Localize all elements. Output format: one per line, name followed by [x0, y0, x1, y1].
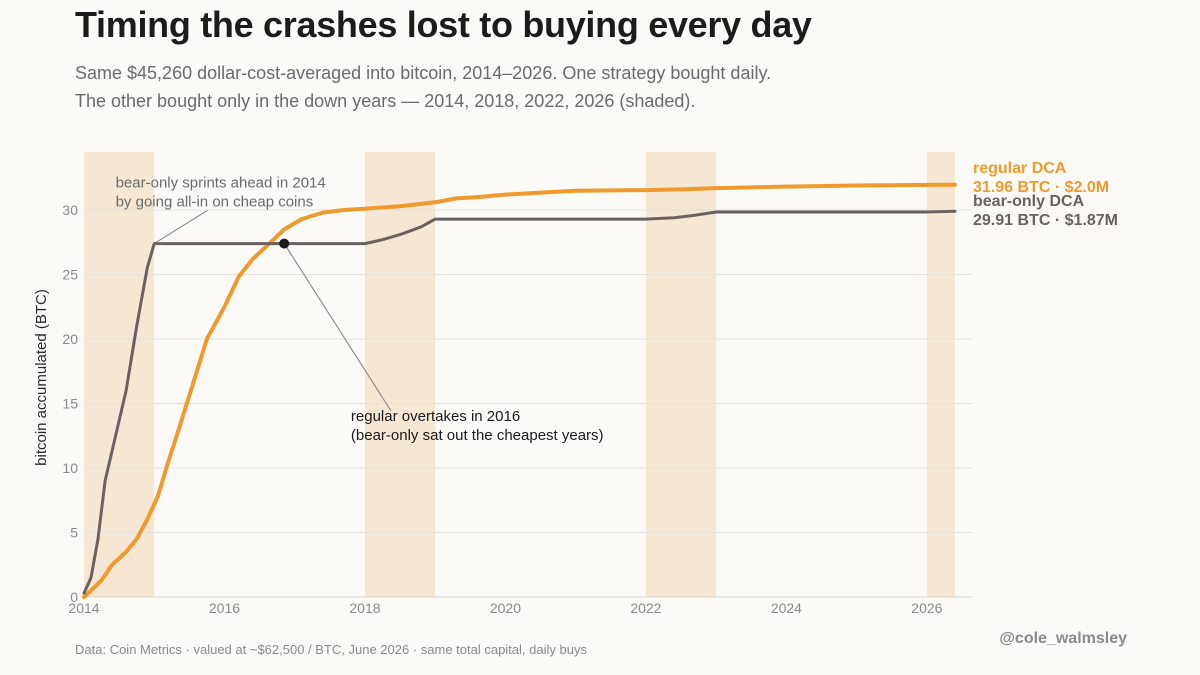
y-tick-label-20: 20 [62, 331, 78, 347]
shaded-bear-year-0 [84, 152, 155, 597]
series-line-bear-only-dca [82, 209, 957, 595]
end-label-regular-dca-value: 31.96 BTC · $2.0M [973, 179, 1109, 196]
series-line-regular-dca [82, 182, 957, 599]
shaded-bear-year-2 [645, 152, 717, 597]
annotation-regular-overtakes-line-2: (bear-only sat out the cheapest years) [351, 427, 604, 444]
y-tick-label-15: 15 [62, 396, 78, 412]
author-handle: @cole_walmsley [999, 630, 1127, 647]
x-tick-label-2020: 2020 [490, 600, 521, 616]
annotation-leader-bear-sprint [153, 209, 208, 245]
y-tick-label-25: 25 [62, 267, 78, 283]
chart-subtitle-line-2: The other bought only in the down years … [75, 91, 696, 111]
shaded-bear-year-3 [926, 152, 955, 597]
x-tick-label-2016: 2016 [209, 600, 240, 616]
y-tick-label-30: 30 [62, 202, 78, 218]
x-tick-label-2022: 2022 [630, 600, 661, 616]
end-label-bear-only-dca-value: 29.91 BTC · $1.87M [973, 212, 1118, 229]
data-source-note: Data: Coin Metrics · valued at ~$62,500 … [75, 642, 587, 657]
annotation-bear-sprint-line-2: by going all-in on cheap coins [116, 193, 314, 210]
y-tick-label-5: 5 [70, 525, 78, 541]
y-tick-label-0: 0 [70, 589, 78, 605]
annotation-regular-overtakes-line-1: regular overtakes in 2016 [351, 408, 520, 425]
x-tick-label-2024: 2024 [771, 600, 802, 616]
shaded-bear-year-1 [364, 152, 436, 597]
y-tick-label-10: 10 [62, 460, 78, 476]
chart-title: Timing the crashes lost to buying every … [75, 4, 812, 45]
end-label-bear-only-dca-name: bear-only DCA [973, 193, 1085, 210]
x-tick-label-2014: 2014 [68, 600, 99, 616]
x-tick-label-2018: 2018 [349, 600, 380, 616]
chart-subtitle-line-1: Same $45,260 dollar-cost-averaged into b… [75, 63, 772, 83]
end-label-regular-dca-name: regular DCA [973, 160, 1067, 177]
y-axis-label: bitcoin accumulated (BTC) [33, 289, 50, 466]
annotation-leader-regular-overtakes [283, 243, 392, 412]
crossover-point [279, 238, 290, 249]
x-tick-label-2026: 2026 [911, 600, 942, 616]
annotation-bear-sprint-line-1: bear-only sprints ahead in 2014 [116, 174, 326, 191]
